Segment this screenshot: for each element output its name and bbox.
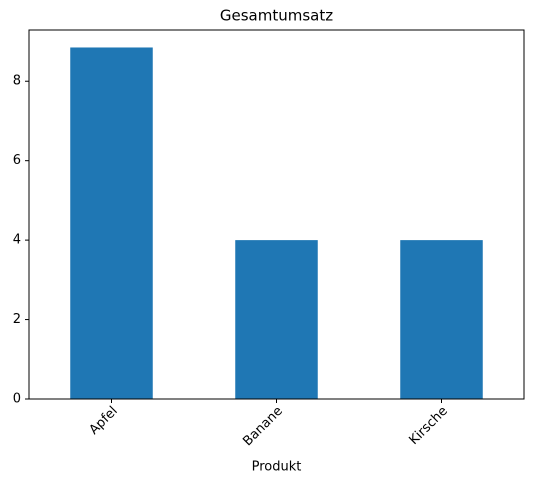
y-tick-label: 4 bbox=[13, 233, 21, 248]
bar bbox=[70, 47, 153, 399]
x-tick-label: Banane bbox=[240, 404, 285, 449]
bar bbox=[235, 240, 318, 399]
bar bbox=[400, 240, 483, 399]
y-tick-label: 0 bbox=[13, 392, 21, 407]
y-tick-label: 8 bbox=[13, 74, 21, 89]
plot-frame bbox=[28, 29, 525, 400]
x-axis-label: Produkt bbox=[252, 460, 302, 475]
x-tick-label: Apfel bbox=[87, 404, 121, 438]
x-tick-label: Kirsche bbox=[407, 404, 451, 448]
chart-title: Gesamtumsatz bbox=[220, 7, 333, 25]
y-tick-label: 2 bbox=[13, 312, 21, 327]
y-tick-label: 6 bbox=[13, 153, 21, 168]
